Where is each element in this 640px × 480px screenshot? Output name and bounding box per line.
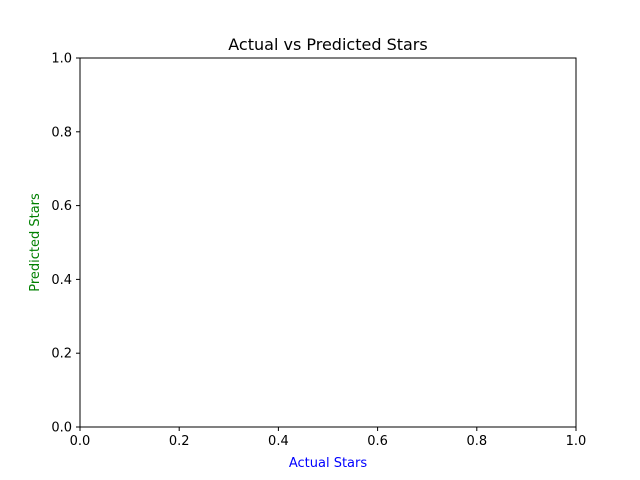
- y-tick-label: 0.2: [51, 347, 72, 362]
- plot-frame: [79, 57, 577, 428]
- x-tick-label: 0.2: [169, 434, 190, 449]
- y-tick-label: 0.4: [51, 273, 72, 288]
- x-tick-label: 0.4: [268, 434, 289, 449]
- x-tick-label: 0.8: [466, 434, 487, 449]
- y-tick-label: 0.0: [51, 421, 72, 436]
- x-tick-label: 0.6: [367, 434, 388, 449]
- y-tick-label: 1.0: [51, 52, 72, 67]
- y-tick-label: 0.6: [51, 199, 72, 214]
- chart-title: Actual vs Predicted Stars: [228, 35, 427, 54]
- x-tick-label: 1.0: [566, 434, 587, 449]
- plot-area: [80, 58, 576, 427]
- y-axis-ticks: 0.0 0.2 0.4 0.6 0.8 1.0: [51, 52, 80, 436]
- y-axis-label: Predicted Stars: [28, 193, 43, 292]
- x-tick-label: 0.0: [70, 434, 91, 449]
- x-axis-label: Actual Stars: [289, 456, 368, 471]
- x-axis-ticks: 0.0 0.2 0.4 0.6 0.8 1.0: [70, 427, 587, 449]
- y-tick-label: 0.8: [51, 125, 72, 140]
